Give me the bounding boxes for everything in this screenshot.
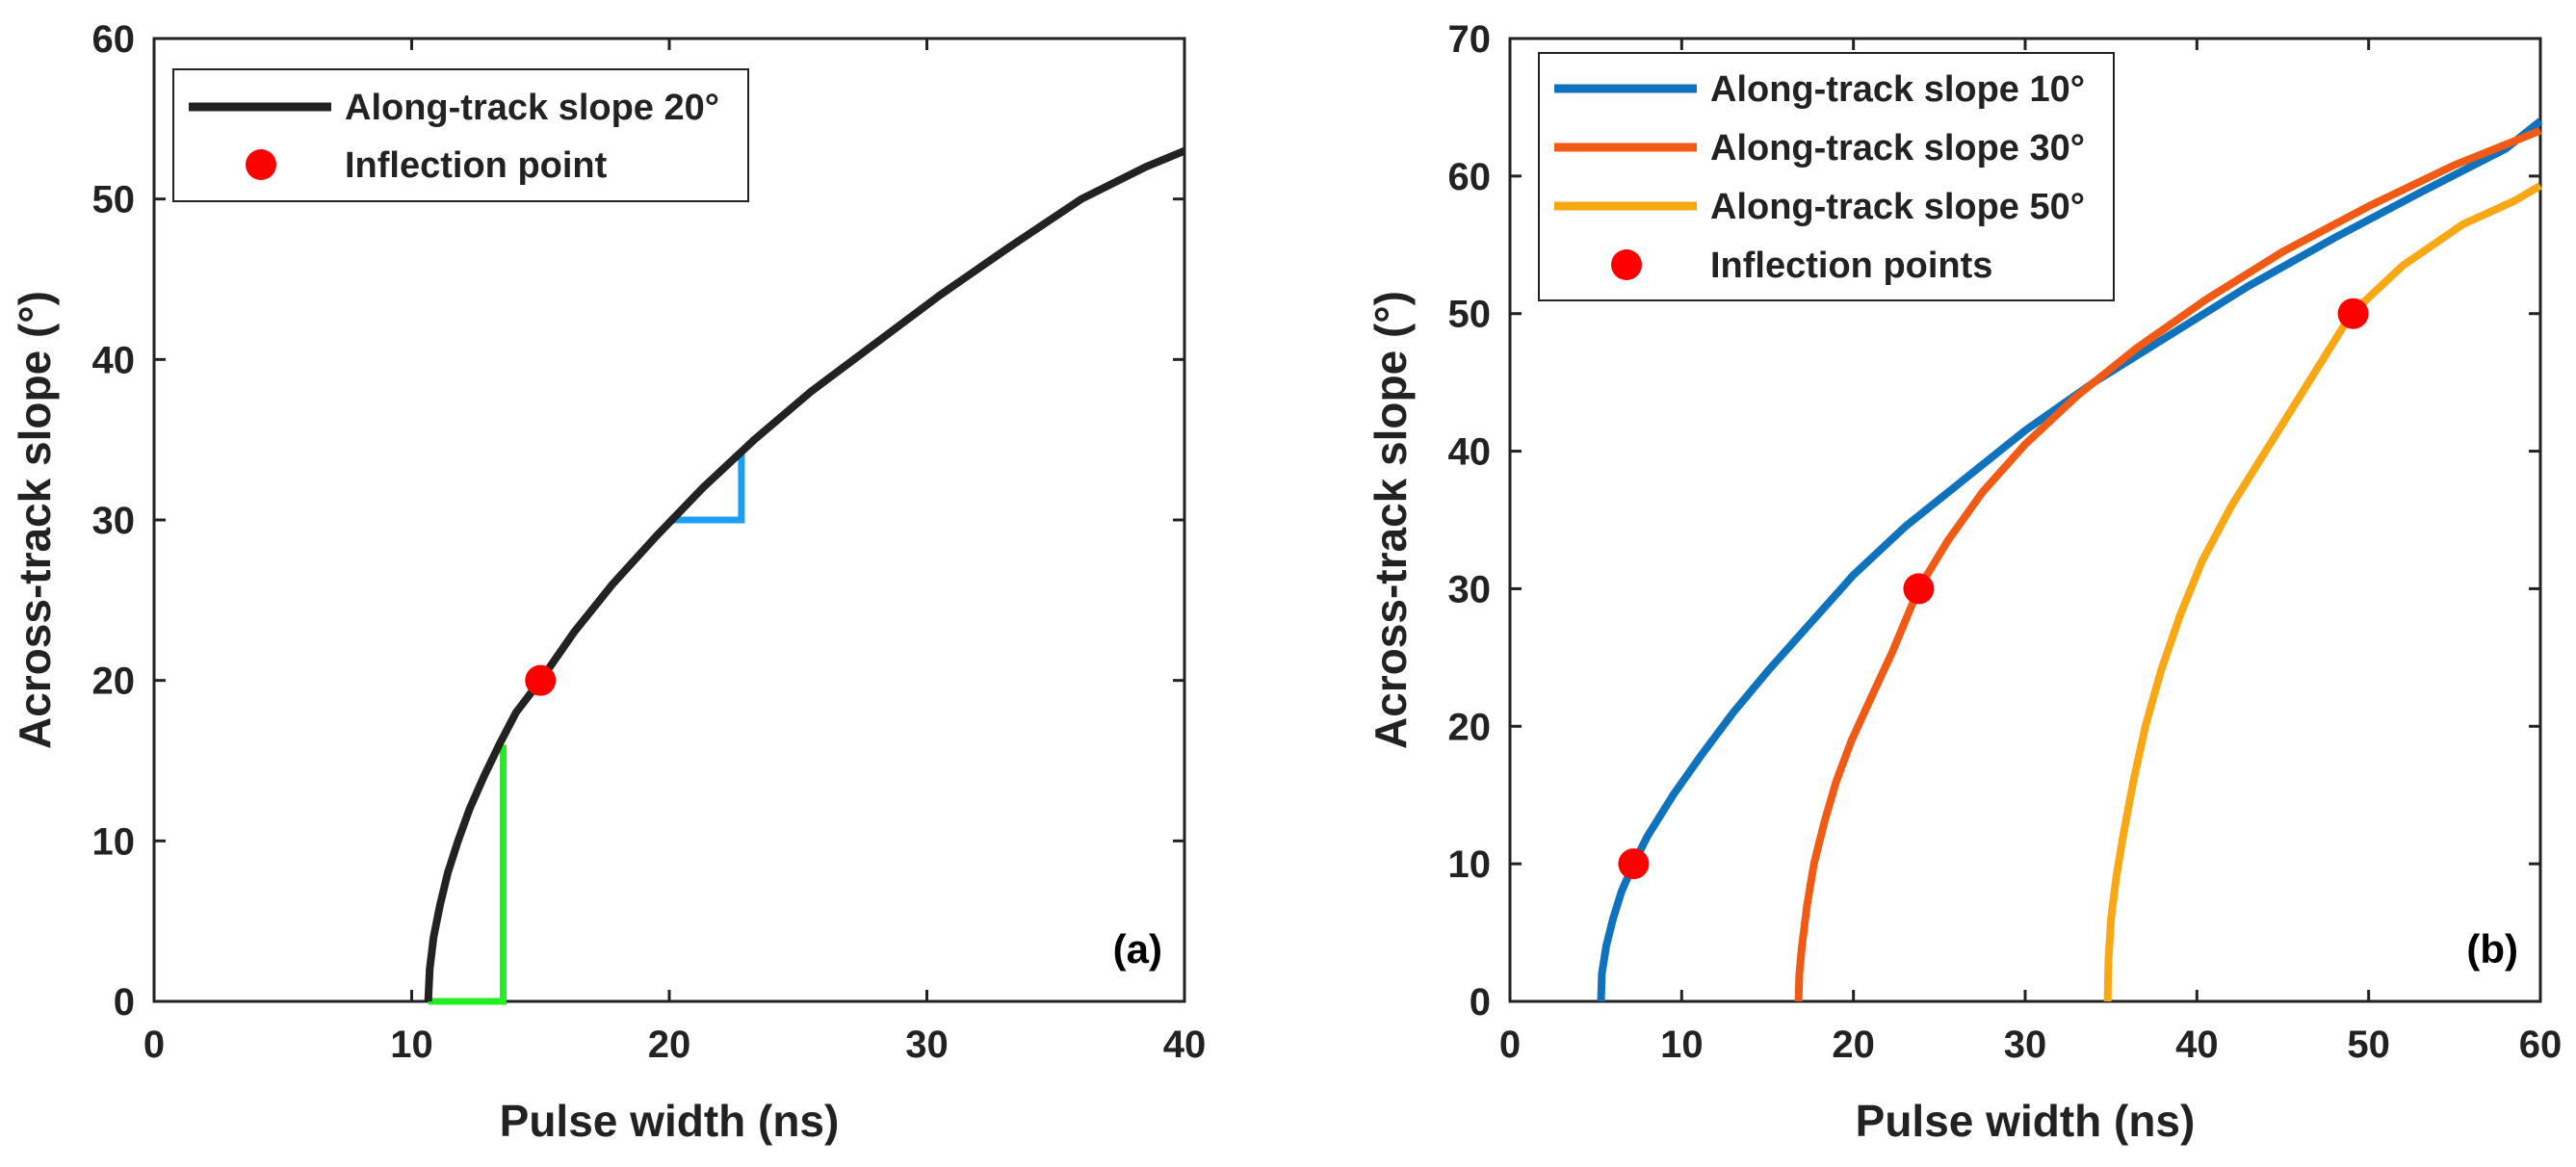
y-tick-labels-a: 0 10 20 30 40 50 60 bbox=[92, 18, 136, 1024]
x-tick-labels-b: 0 10 20 30 40 50 60 bbox=[1499, 1024, 2562, 1066]
annotations-a bbox=[428, 451, 745, 1005]
x-tick-label-a-3: 30 bbox=[905, 1024, 949, 1066]
x-tick-label-a-1: 10 bbox=[390, 1024, 433, 1066]
inflection-points-a bbox=[525, 664, 557, 696]
legend-b: Along-track slope 10° Along-track slope … bbox=[1538, 52, 2115, 301]
y-tick-label-b-6: 60 bbox=[1448, 156, 1492, 198]
annotation-green-step-a bbox=[428, 744, 507, 1005]
y-tick-label-a-2: 20 bbox=[92, 661, 136, 703]
y-tick-label-b-2: 20 bbox=[1448, 706, 1492, 748]
inflection-point-b-2 bbox=[2337, 298, 2369, 329]
y-tick-label-b-4: 40 bbox=[1448, 431, 1492, 474]
legend-label-a-points: Inflection point bbox=[345, 145, 608, 186]
y-tick-label-a-3: 30 bbox=[92, 500, 136, 542]
inflection-point-b-1 bbox=[1903, 573, 1935, 605]
chart-panel-b: 0 10 20 30 40 50 60 0 10 20 30 40 50 60 70 Pulse widt… bbox=[1366, 18, 2562, 1146]
x-axis-label-b: Pulse width (ns) bbox=[1856, 1096, 2196, 1146]
series-a bbox=[424, 146, 1186, 1002]
y-tick-label-b-1: 10 bbox=[1448, 843, 1492, 886]
y-tick-label-a-4: 40 bbox=[92, 339, 136, 381]
legend-box-a bbox=[172, 68, 749, 202]
x-tick-label-b-2: 20 bbox=[1832, 1024, 1875, 1066]
y-tick-label-a-5: 50 bbox=[92, 179, 136, 221]
y-tick-label-b-5: 50 bbox=[1448, 294, 1492, 336]
series-line-b-2 bbox=[2103, 182, 2543, 1002]
x-tick-label-a-4: 40 bbox=[1163, 1024, 1207, 1066]
x-tick-label-b-3: 30 bbox=[2004, 1024, 2047, 1066]
y-tick-label-a-0: 0 bbox=[114, 981, 135, 1024]
legend-label-b-2: Along-track slope 50° bbox=[1710, 187, 2085, 227]
legend-label-a-0: Along-track slope 20° bbox=[345, 88, 719, 128]
legend-label-b-1: Along-track slope 30° bbox=[1710, 128, 2085, 169]
legend-a: Along-track slope 20° Inflection point bbox=[172, 68, 749, 202]
x-tick-label-b-4: 40 bbox=[2175, 1024, 2219, 1066]
x-axis-label-a: Pulse width (ns) bbox=[500, 1096, 840, 1146]
legend-marker-b-points bbox=[1611, 249, 1642, 280]
x-tick-labels-a: 0 10 20 30 40 bbox=[143, 1024, 1206, 1066]
x-tick-label-b-5: 50 bbox=[2347, 1024, 2390, 1066]
ticks-a bbox=[152, 37, 1186, 1003]
legend-marker-a-points bbox=[246, 149, 276, 180]
x-tick-label-b-6: 60 bbox=[2519, 1024, 2563, 1066]
y-tick-label-b-3: 30 bbox=[1448, 568, 1492, 610]
series-line-a-0 bbox=[424, 146, 1186, 1002]
panel-label-b: (b) bbox=[2466, 926, 2518, 972]
inflection-points-b bbox=[1618, 298, 2369, 880]
annotation-blue-step-a bbox=[669, 451, 745, 524]
y-tick-label-a-6: 60 bbox=[92, 18, 136, 61]
series-line-b-0 bbox=[1597, 117, 2543, 1002]
x-tick-label-a-0: 0 bbox=[143, 1024, 165, 1066]
y-tick-label-b-0: 0 bbox=[1470, 981, 1491, 1024]
x-tick-label-a-2: 20 bbox=[648, 1024, 691, 1066]
y-axis-label-b: Across-track slope (°) bbox=[1366, 291, 1416, 749]
inflection-point-a-0 bbox=[525, 664, 557, 696]
y-tick-label-a-1: 10 bbox=[92, 820, 136, 863]
legend-label-b-0: Along-track slope 10° bbox=[1710, 69, 2085, 110]
y-tick-labels-b: 0 10 20 30 40 50 60 70 bbox=[1448, 18, 1492, 1024]
panel-label-a: (a) bbox=[1113, 926, 1162, 972]
chart-panel-a: 0 10 20 30 40 0 10 20 30 40 50 60 Pulse width (ns)… bbox=[10, 18, 1206, 1146]
inflection-point-b-0 bbox=[1618, 848, 1650, 880]
ticks-b bbox=[1508, 37, 2542, 1003]
y-tick-label-b-7: 70 bbox=[1448, 18, 1492, 61]
x-tick-label-b-0: 0 bbox=[1499, 1024, 1521, 1066]
y-axis-label-a: Across-track slope (°) bbox=[10, 291, 60, 749]
legend-label-b-points: Inflection points bbox=[1710, 246, 1992, 286]
x-tick-label-b-1: 10 bbox=[1660, 1024, 1704, 1066]
